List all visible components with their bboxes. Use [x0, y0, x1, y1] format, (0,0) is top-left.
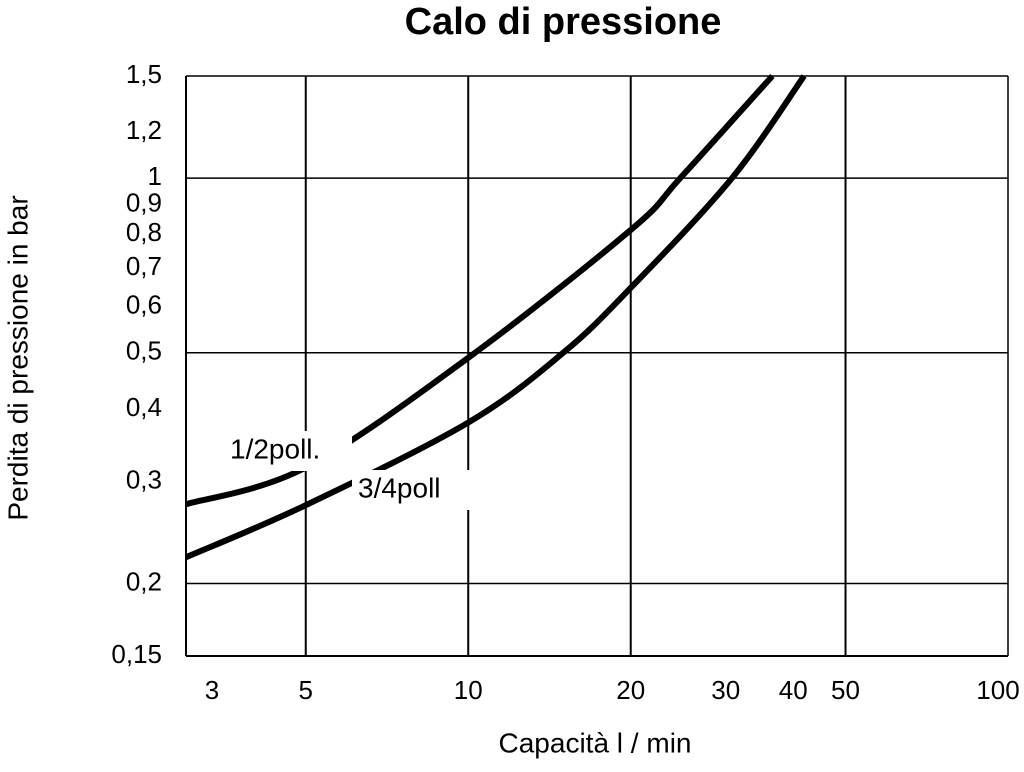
y-tick-label: 1,2: [126, 115, 162, 145]
x-axis-label: Capacità l / min: [499, 727, 692, 758]
x-tick-label: 30: [711, 675, 740, 705]
chart-title: Calo di pressione: [405, 1, 722, 43]
y-tick-label: 0,8: [126, 217, 162, 247]
series-label: 3/4poll: [358, 472, 441, 503]
x-tick-label: 20: [616, 675, 645, 705]
y-tick-label: 0,3: [126, 464, 162, 494]
y-tick-label: 0,2: [126, 566, 162, 596]
y-tick-label: 0,7: [126, 251, 162, 281]
y-tick-label: 0,4: [126, 392, 162, 422]
x-tick-label: 10: [454, 675, 483, 705]
y-tick-label: 0,6: [126, 290, 162, 320]
label-background: [224, 431, 352, 471]
label-background: [352, 470, 470, 510]
curve: [185, 73, 775, 508]
y-tick-label: 1,5: [126, 59, 162, 89]
series-label: 1/2poll.: [230, 433, 320, 464]
x-tick-label: 100: [976, 675, 1019, 705]
x-tick-label: 3: [205, 675, 219, 705]
curve: [184, 74, 807, 560]
x-tick-label: 50: [831, 675, 860, 705]
y-tick-label: 0,5: [126, 336, 162, 366]
x-tick-label: 5: [299, 675, 313, 705]
y-axis-label: Perdita di pressione in bar: [2, 195, 33, 520]
y-tick-label: 0,9: [126, 188, 162, 218]
y-tick-label: 0,15: [111, 639, 162, 669]
x-tick-label: 40: [779, 675, 808, 705]
y-tick-label: 1: [148, 161, 162, 191]
